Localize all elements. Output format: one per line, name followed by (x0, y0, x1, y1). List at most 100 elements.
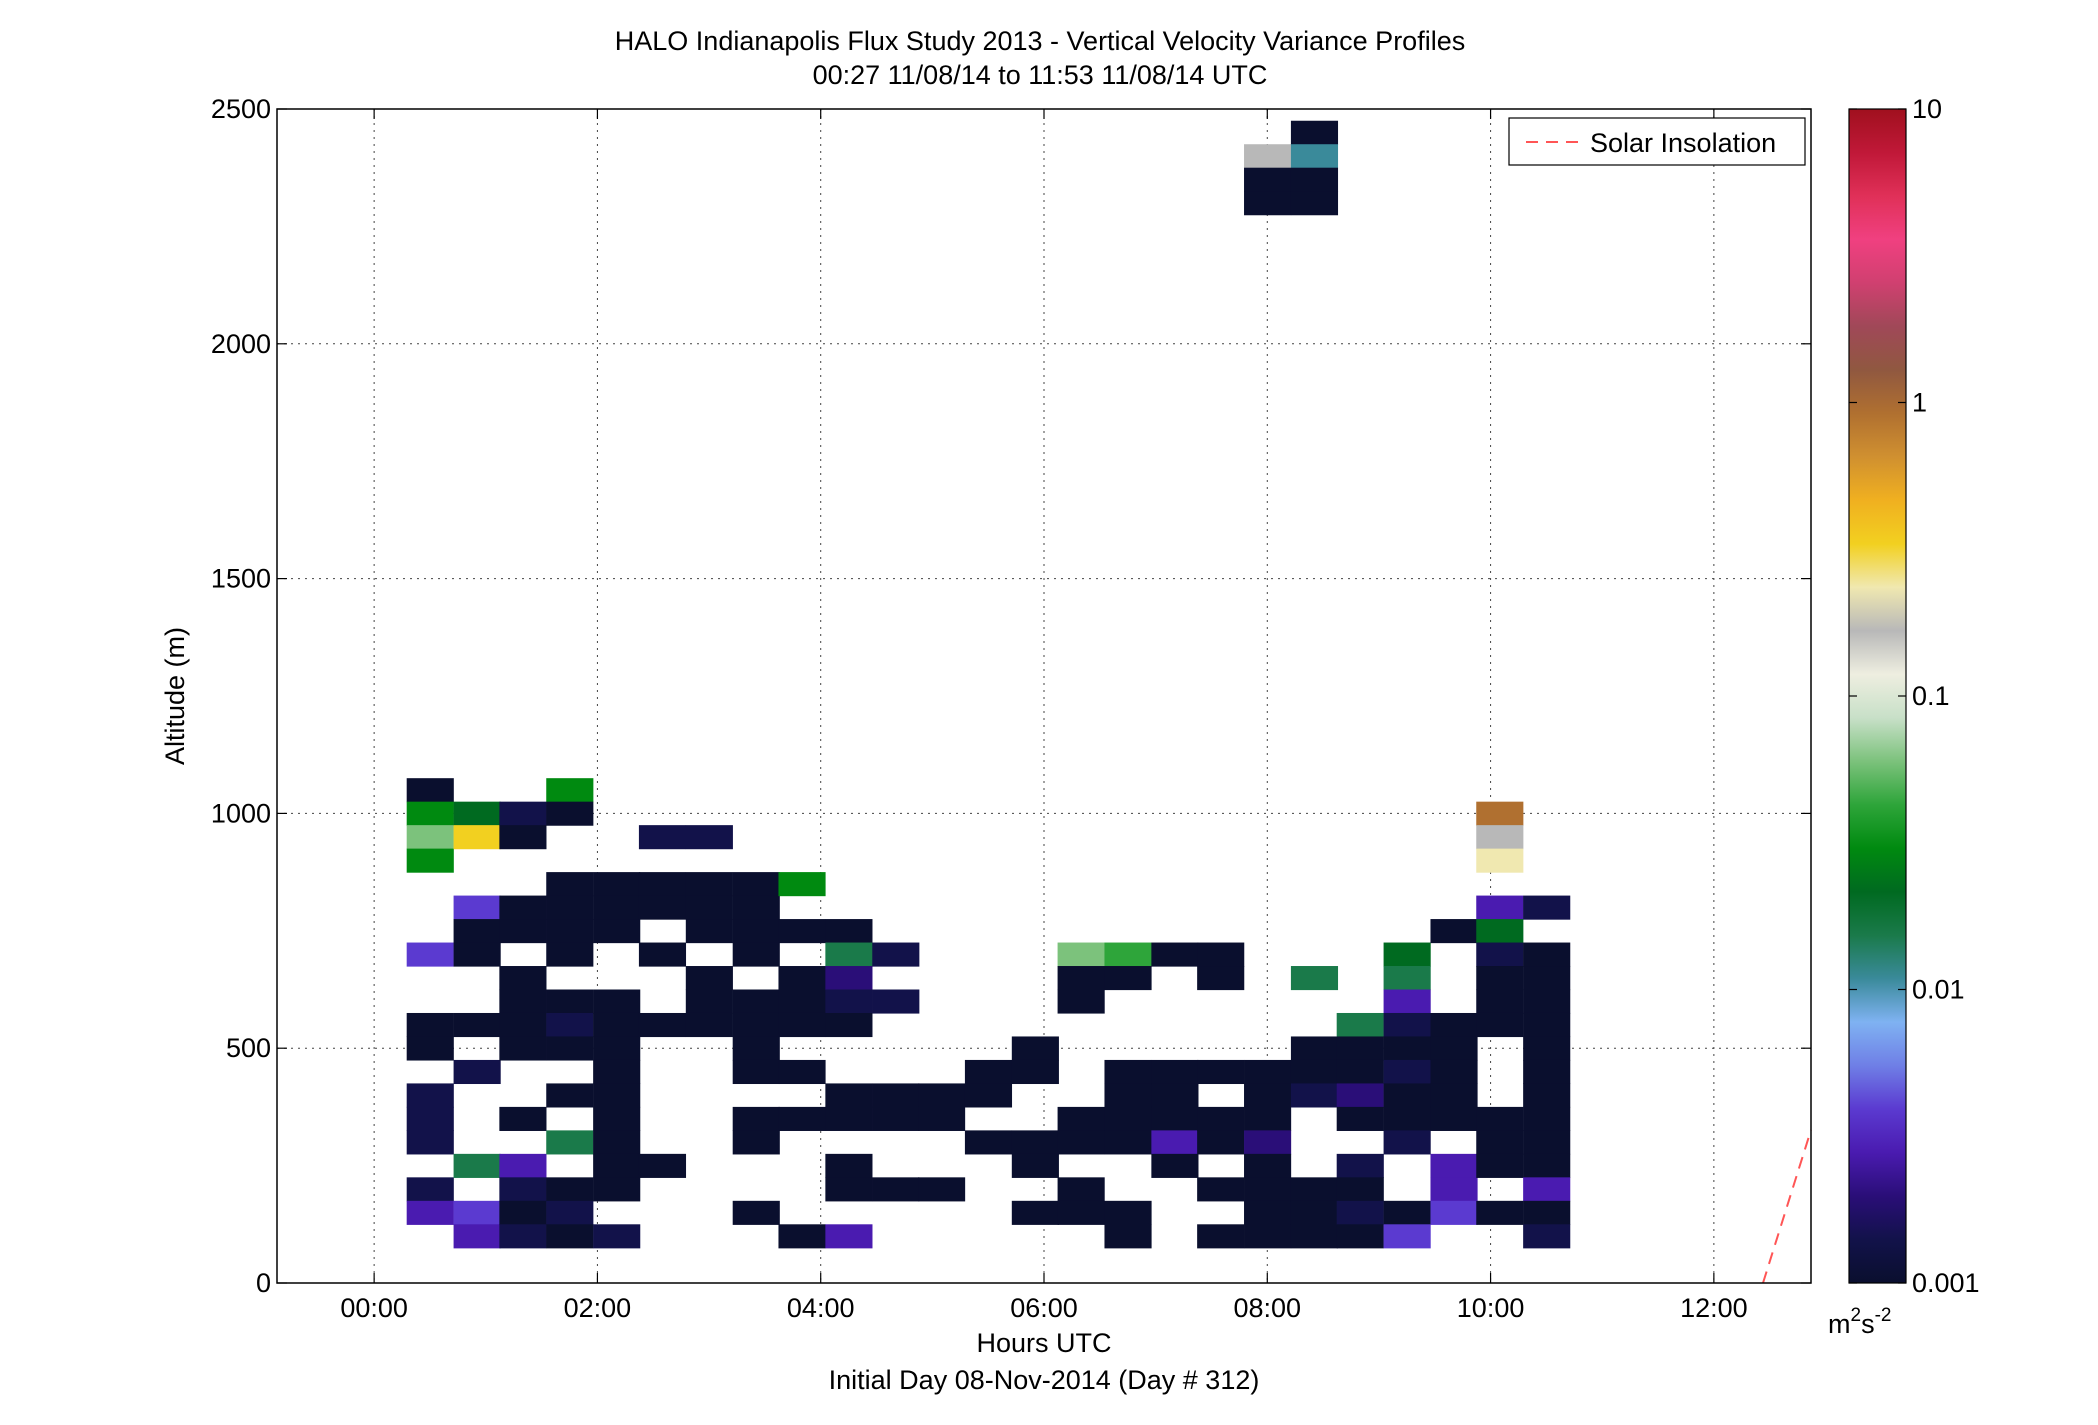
heatmap-cell (1476, 966, 1524, 991)
heatmap-cell (499, 1106, 547, 1131)
chart-subtitle: 00:27 11/08/14 to 11:53 11/08/14 UTC (813, 60, 1268, 90)
heatmap-cell (638, 942, 687, 967)
heatmap-cell (593, 1012, 641, 1038)
heatmap-cell (1476, 919, 1524, 944)
heatmap-cell (546, 1036, 594, 1061)
heatmap-cell (964, 1130, 1013, 1155)
heatmap-cell (1151, 1153, 1199, 1178)
heatmap-cell (1476, 848, 1524, 873)
heatmap-cell (1151, 1106, 1199, 1131)
heatmap-cell (638, 1012, 687, 1038)
heatmap-cell (499, 895, 547, 920)
heatmap-cell (1336, 1200, 1384, 1225)
heatmap-cell (406, 825, 454, 850)
heatmap-cell (1523, 1036, 1571, 1061)
heatmap-cell (1430, 1059, 1478, 1085)
heatmap-cell (1244, 1059, 1292, 1085)
heatmap-cell (1057, 1177, 1105, 1202)
heatmap-cell (778, 1059, 826, 1085)
colorbar-unit: m2s-2 (1828, 1305, 1891, 1339)
heatmap-cell (499, 801, 547, 826)
heatmap-cell (732, 1059, 780, 1085)
heatmap-cell (406, 1036, 454, 1061)
heatmap-cell (453, 895, 501, 920)
heatmap-cell (1383, 1224, 1431, 1249)
heatmap-cell (546, 1083, 594, 1108)
heatmap-cell (1290, 1059, 1339, 1085)
heatmap-cell (1290, 1177, 1339, 1202)
heatmap-cell (778, 966, 826, 991)
heatmap-cell (918, 1106, 966, 1131)
heatmap-cell (732, 1106, 780, 1131)
heatmap-cell (825, 1177, 873, 1202)
heatmap-cell (825, 942, 873, 967)
heatmap-cell (406, 801, 454, 826)
heatmap-cell (1197, 1059, 1245, 1085)
heatmap-cell (778, 1224, 826, 1249)
heatmap-cell (499, 1036, 547, 1061)
heatmap-cell (453, 942, 501, 967)
heatmap-cell (685, 872, 733, 897)
heatmap-cell (685, 966, 733, 991)
heatmap-cell (1430, 1106, 1478, 1131)
heatmap-cell (1476, 989, 1524, 1014)
heatmap-cell (1104, 1106, 1152, 1131)
heatmap-cell (1057, 1130, 1105, 1155)
heatmap-cell (825, 1012, 873, 1038)
heatmap-cell (685, 825, 733, 850)
heatmap-cell (593, 1036, 641, 1061)
heatmap-cell (1383, 942, 1431, 967)
heatmap-cell (1104, 942, 1152, 967)
heatmap-cell (1383, 989, 1431, 1014)
heatmap-cell (1244, 1130, 1292, 1155)
chart-title: HALO Indianapolis Flux Study 2013 - Vert… (615, 26, 1465, 56)
heatmap-cell (1430, 1200, 1478, 1225)
heatmap-cell (1057, 1200, 1105, 1225)
heatmap-cells (406, 120, 1571, 1249)
heatmap-cell (1336, 1177, 1384, 1202)
heatmap-cell (1011, 1130, 1059, 1155)
heatmap-cell (499, 1200, 547, 1225)
colorbar (1848, 108, 1907, 1284)
x-tick-label: 10:00 (1457, 1293, 1525, 1323)
x-axis-label: Hours UTC (976, 1328, 1111, 1358)
colorbar-unit-exp2: -2 (1875, 1305, 1892, 1326)
heatmap-cell (593, 1130, 641, 1155)
heatmap-cell (1151, 1083, 1199, 1108)
y-axis-label: Altitude (m) (160, 627, 190, 765)
heatmap-cell (1523, 895, 1571, 920)
legend: Solar Insolation (1508, 117, 1806, 166)
heatmap-cell (638, 825, 687, 850)
heatmap-cell (825, 1106, 873, 1131)
heatmap-cell (1523, 966, 1571, 991)
heatmap-cell (1057, 1106, 1105, 1131)
heatmap-cell (872, 1177, 920, 1202)
y-tick-label: 1500 (211, 564, 271, 594)
heatmap-cell (1290, 966, 1339, 991)
heatmap-cell (638, 895, 687, 920)
heatmap-cell (1383, 1012, 1431, 1038)
heatmap-cell (1244, 1083, 1292, 1108)
heatmap-cell (638, 1153, 687, 1178)
heatmap-cell (1523, 1106, 1571, 1131)
heatmap-cell (1383, 966, 1431, 991)
heatmap-cell (1430, 1177, 1478, 1202)
heatmap-cell (1476, 895, 1524, 920)
x-tick-label: 08:00 (1234, 1293, 1302, 1323)
heatmap-cell (1290, 1224, 1339, 1249)
colorbar-unit-mid: s (1861, 1309, 1875, 1339)
heatmap-cell (546, 1200, 594, 1225)
heatmap-cell (453, 1153, 501, 1178)
heatmap-cell (872, 942, 920, 967)
heatmap-cell (546, 778, 594, 803)
heatmap-cell (1476, 942, 1524, 967)
heatmap-cell (593, 895, 641, 920)
heatmap-cell (1383, 1059, 1431, 1085)
heatmap-cell (1523, 1083, 1571, 1108)
heatmap-cell (1523, 1130, 1571, 1155)
heatmap-cell (1430, 1036, 1478, 1061)
heatmap-cell (546, 989, 594, 1014)
heatmap-cell (499, 825, 547, 850)
heatmap-cell (453, 1059, 501, 1085)
heatmap-cell (1523, 942, 1571, 967)
